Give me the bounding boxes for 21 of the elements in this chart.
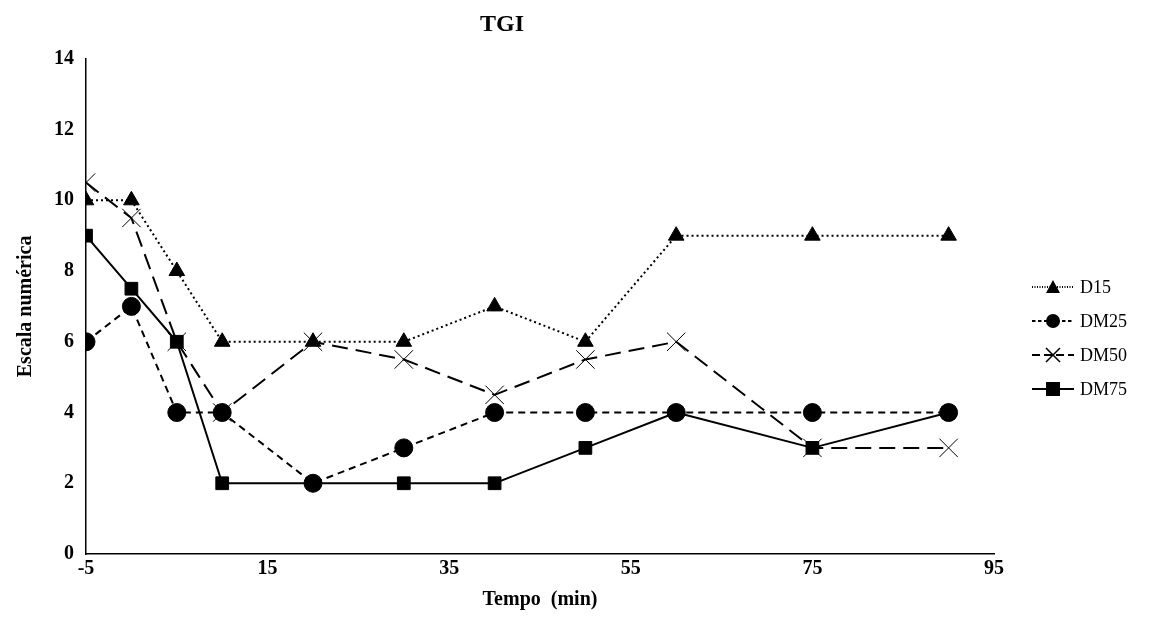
y-tick-label: 0 — [64, 541, 74, 564]
y-tick-label: 6 — [64, 328, 74, 351]
legend-label: DM25 — [1080, 310, 1128, 332]
x-axis-title: Tempo (min) — [482, 587, 598, 611]
legend-label: DM75 — [1080, 378, 1128, 400]
x-tick-label: -5 — [77, 556, 95, 579]
y-axis-title: Escala numérica — [13, 235, 36, 378]
legend-label: DM50 — [1080, 344, 1128, 366]
y-tick-label: 2 — [64, 470, 74, 493]
x-tick-label: 95 — [984, 556, 1004, 579]
y-tick-label: 8 — [64, 258, 74, 281]
y-tick-label: 12 — [54, 116, 74, 139]
y-tick-label: 10 — [54, 187, 74, 210]
chart-title: TGI — [479, 9, 525, 36]
y-tick-label: 4 — [64, 399, 74, 422]
x-tick-label: 55 — [620, 556, 641, 579]
x-tick-label: 75 — [802, 556, 823, 579]
y-tick-label: 14 — [54, 45, 74, 68]
legend-label: D15 — [1080, 276, 1111, 298]
x-tick-label: 15 — [257, 556, 278, 579]
x-tick-label: 35 — [439, 556, 460, 579]
